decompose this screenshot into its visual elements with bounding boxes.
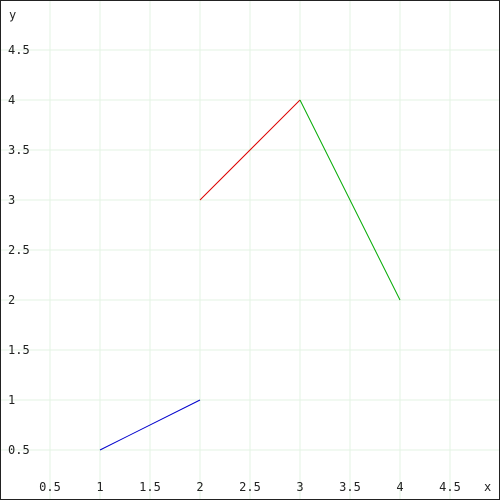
x-tick-label: 2	[196, 480, 203, 494]
x-axis-label: x	[484, 480, 491, 494]
line-segments	[99, 99, 401, 451]
x-tick-label: 4	[396, 480, 403, 494]
y-tick-label: 1.5	[8, 343, 30, 357]
x-tick-label: 2.5	[239, 480, 261, 494]
y-axis-label: y	[9, 8, 16, 22]
y-tick-label: 3	[8, 193, 15, 207]
x-tick-label: 3.5	[339, 480, 361, 494]
y-tick-label: 1	[8, 393, 15, 407]
x-tick-label: 0.5	[39, 480, 61, 494]
y-tick-label: 3.5	[8, 143, 30, 157]
x-tick-label: 1	[96, 480, 103, 494]
y-tick-label: 4	[8, 93, 15, 107]
line-segment-1	[99, 399, 201, 451]
x-tick-label: 4.5	[439, 480, 461, 494]
tick-labels: 0.5 1 1.5 2 2.5 3 3.5 4 4.5 0.5 1 1.5 2 2.5 3 3.5 4 4.5	[8, 43, 461, 494]
y-tick-label: 2.5	[8, 243, 30, 257]
x-tick-label: 3	[296, 480, 303, 494]
line-segment-3	[299, 99, 401, 301]
y-tick-label: 4.5	[8, 43, 30, 57]
y-tick-label: 0.5	[8, 443, 30, 457]
y-tick-label: 2	[8, 293, 15, 307]
line-segment-2	[199, 99, 301, 201]
x-tick-label: 1.5	[139, 480, 161, 494]
